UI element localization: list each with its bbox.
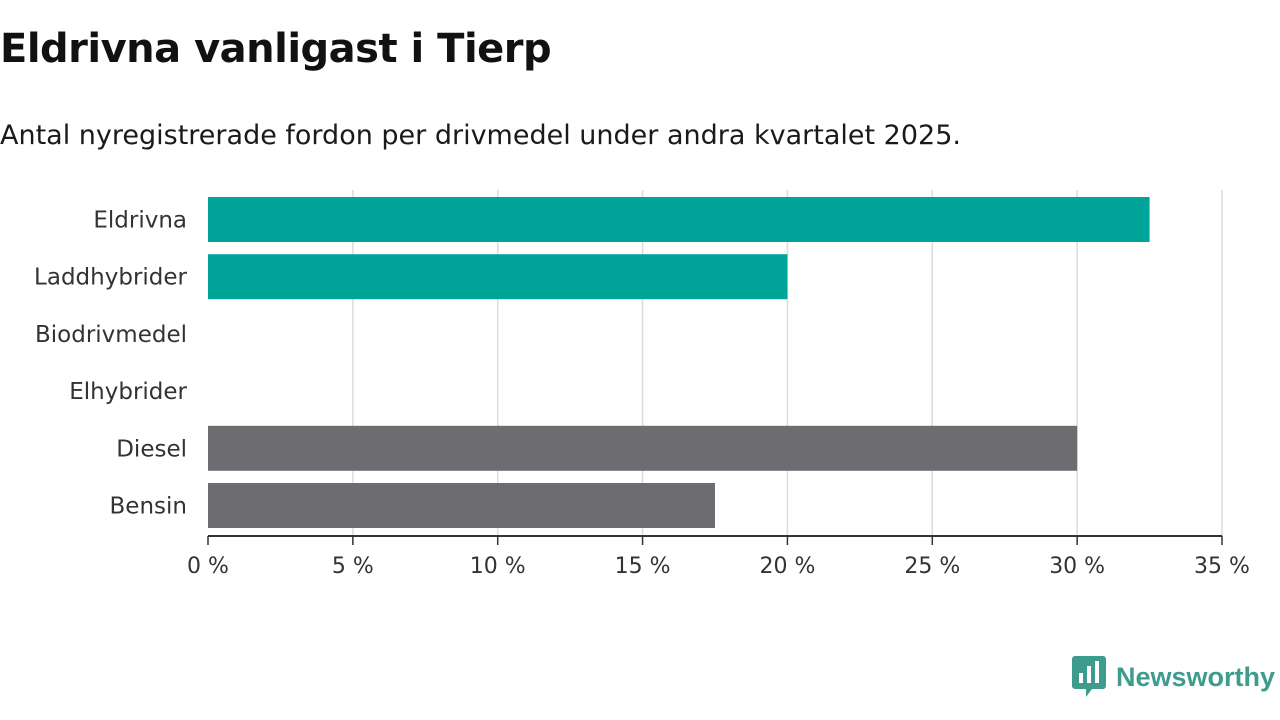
x-tick-label: 35 %: [1194, 554, 1250, 579]
category-label: Diesel: [116, 436, 187, 462]
x-tick-label: 5 %: [332, 554, 374, 579]
bar-chart: Eldrivna Laddhybrider Biodrivmedel Elhybrid…: [34, 190, 1250, 579]
grid-lines: [352, 190, 1223, 536]
x-tick-label: 30 %: [1049, 554, 1105, 579]
chart-subtitle: Antal nyregistrerade fordon per drivmede…: [0, 120, 961, 151]
category-label: Laddhybrider: [34, 265, 187, 291]
bar-diesel: [208, 425, 1078, 471]
bar-bensin: [208, 483, 715, 528]
x-tick-label: 10 %: [470, 554, 526, 579]
bar-eldrivna: [208, 197, 1150, 242]
category-labels: Eldrivna Laddhybrider Biodrivmedel Elhybrid…: [34, 208, 187, 520]
x-tick-label: 20 %: [759, 554, 815, 579]
bar-laddhybrider: [208, 254, 788, 300]
chart-title: Eldrivna vanligast i Tierp: [0, 26, 552, 72]
x-tick-label: 15 %: [615, 554, 671, 579]
brand-name: Newsworthy: [1116, 661, 1276, 692]
x-tick-label: 25 %: [904, 554, 960, 579]
x-tick-label: 0 %: [187, 554, 229, 579]
newsworthy-logo-icon: [1072, 656, 1106, 697]
bars: [208, 197, 1150, 528]
category-label: Elhybrider: [69, 379, 187, 405]
category-label: Bensin: [110, 494, 187, 520]
brand: Newsworthy: [1072, 656, 1275, 698]
category-label: Biodrivmedel: [35, 322, 187, 348]
x-axis-ticks: 0 % 5 % 10 % 15 % 20 % 25 % 30 % 35 %: [187, 536, 1250, 579]
category-label: Eldrivna: [93, 208, 187, 234]
